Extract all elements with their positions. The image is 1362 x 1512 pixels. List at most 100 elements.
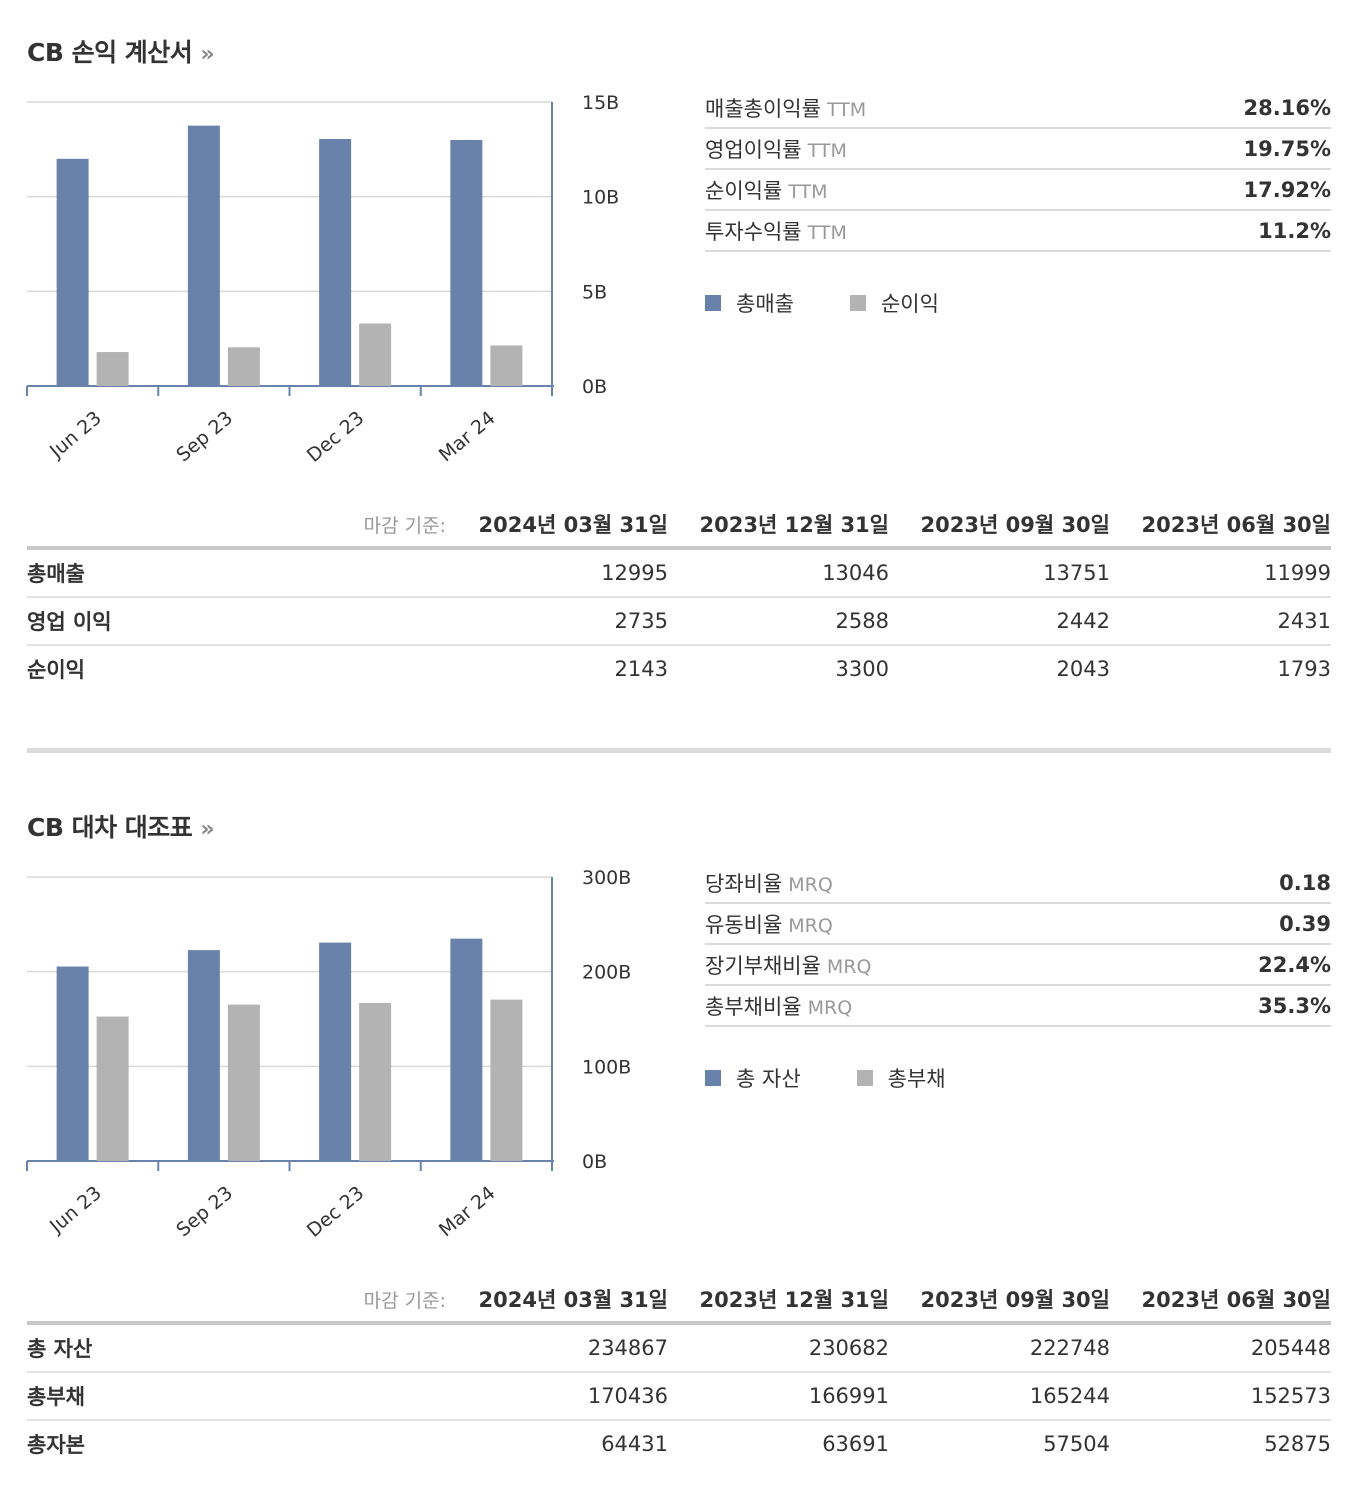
table-header: 2024년 03월 31일 xyxy=(478,1288,668,1312)
cell: 13046 xyxy=(822,561,889,585)
ratio-suffix: TTM xyxy=(788,180,828,203)
x-tick-label: Mar 24 xyxy=(435,1182,500,1241)
table-row: 총부채 170436 166991 165244 152573 xyxy=(27,1373,1331,1421)
cell: 2588 xyxy=(835,609,889,633)
bar xyxy=(490,345,523,386)
ratio-name: 유동비율 xyxy=(705,912,783,937)
ratio-value: 35.3% xyxy=(1258,993,1331,1018)
legend-swatch xyxy=(849,295,866,311)
bar xyxy=(187,125,220,386)
table-date-label: 마감 기준: xyxy=(363,1289,446,1312)
legend-item-net-income: 순이익 xyxy=(849,288,939,318)
ratio-suffix: TTM xyxy=(826,98,867,121)
y-tick-label: 15B xyxy=(582,92,619,114)
ratio-suffix: MRQ xyxy=(826,955,872,978)
income-title-link[interactable]: CB 손익 계산서 » xyxy=(27,33,215,69)
balance-ratio-list: 당좌비율 MRQ 0.18 유동비율 MRQ 0.39 장기부채비율 MRQ 22.4… xyxy=(705,863,1331,1027)
balance-bar-chart: 0B 100B 200B 300B Jun 23 Sep 23 Dec 23 Mar 24 xyxy=(26,867,631,1242)
ratio-suffix: MRQ xyxy=(807,996,853,1019)
bar xyxy=(359,323,392,386)
ratio-row: 장기부채비율 MRQ 22.4% xyxy=(705,945,1331,986)
legend-label: 총매출 xyxy=(736,292,794,316)
cell: 52875 xyxy=(1264,1432,1331,1456)
cell: 57504 xyxy=(1043,1432,1110,1456)
table-header: 2023년 12월 31일 xyxy=(699,1288,889,1312)
y-tick-label: 100B xyxy=(582,1056,631,1078)
table-header-row: 마감 기준: 2024년 03월 31일 2023년 12월 31일 2023년… xyxy=(27,502,1331,550)
table-header: 2023년 06월 30일 xyxy=(1141,1288,1331,1312)
row-name: 총자본 xyxy=(27,1433,85,1457)
ratio-row: 당좌비율 MRQ 0.18 xyxy=(705,863,1331,904)
y-tick-label: 0B xyxy=(582,1151,607,1173)
ratio-value: 28.16% xyxy=(1243,95,1331,120)
table-row: 총자본 64431 63691 57504 52875 xyxy=(27,1421,1331,1467)
legend-item-revenue: 총매출 xyxy=(705,288,794,318)
bar xyxy=(450,938,483,1161)
ratio-suffix: TTM xyxy=(807,221,847,244)
ratio-suffix: TTM xyxy=(807,139,847,162)
cell: 12995 xyxy=(601,561,668,585)
y-tick-label: 200B xyxy=(582,962,631,984)
bar xyxy=(96,352,129,386)
cell: 1793 xyxy=(1277,657,1331,681)
ratio-name: 매출총이익률 xyxy=(705,96,821,121)
bar xyxy=(490,999,523,1161)
legend-label: 총 자산 xyxy=(736,1067,801,1091)
ratio-suffix: MRQ xyxy=(788,873,833,896)
y-tick-label: 5B xyxy=(582,281,607,303)
legend-swatch xyxy=(856,1070,873,1086)
ratio-name: 당좌비율 xyxy=(705,871,783,896)
table-row: 영업 이익 2735 2588 2442 2431 xyxy=(27,598,1331,646)
y-tick-label: 10B xyxy=(582,187,619,209)
bar xyxy=(227,1004,260,1161)
ratio-row: 투자수익률 TTM 11.2% xyxy=(705,211,1331,252)
bar xyxy=(227,347,260,386)
income-title: CB 손익 계산서 xyxy=(27,38,193,67)
income-table: 마감 기준: 2024년 03월 31일 2023년 12월 31일 2023년… xyxy=(27,502,1331,692)
row-name: 영업 이익 xyxy=(27,610,112,634)
table-date-label: 마감 기준: xyxy=(363,514,446,537)
row-name: 총부채 xyxy=(27,1385,85,1409)
ratio-value: 17.92% xyxy=(1243,177,1331,202)
table-header: 2023년 12월 31일 xyxy=(699,513,889,537)
legend-item-total-liabilities: 총부채 xyxy=(856,1063,946,1093)
cell: 205448 xyxy=(1250,1336,1331,1360)
bar xyxy=(319,138,352,386)
cell: 170436 xyxy=(587,1384,668,1408)
cell: 234867 xyxy=(587,1336,668,1360)
ratio-name: 순이익률 xyxy=(705,178,783,203)
cell: 230682 xyxy=(808,1336,889,1360)
cell: 2431 xyxy=(1277,609,1331,633)
cell: 165244 xyxy=(1029,1384,1110,1408)
ratio-name: 투자수익률 xyxy=(705,219,802,244)
ratio-value: 0.18 xyxy=(1279,870,1331,895)
table-row: 순이익 2143 3300 2043 1793 xyxy=(27,646,1331,692)
legend-swatch xyxy=(705,295,721,311)
bar xyxy=(319,942,352,1161)
ratio-name: 영업이익률 xyxy=(705,137,802,162)
x-tick-label: Dec 23 xyxy=(303,1182,368,1242)
cell: 64431 xyxy=(601,1432,668,1456)
cell: 222748 xyxy=(1029,1336,1110,1360)
table-header: 2023년 09월 30일 xyxy=(920,513,1110,537)
ratio-row: 순이익률 TTM 17.92% xyxy=(705,170,1331,211)
table-header: 2023년 09월 30일 xyxy=(920,1288,1110,1312)
cell: 166991 xyxy=(808,1384,889,1408)
row-name: 순이익 xyxy=(27,658,85,682)
cell: 3300 xyxy=(835,657,889,681)
ratio-row: 영업이익률 TTM 19.75% xyxy=(705,129,1331,170)
bar xyxy=(450,139,483,386)
double-chevron-right-icon: » xyxy=(200,817,215,842)
balance-title-link[interactable]: CB 대차 대조표 » xyxy=(27,808,215,844)
balance-title: CB 대차 대조표 xyxy=(27,813,193,842)
income-ratio-list: 매출총이익률 TTM 28.16% 영업이익률 TTM 19.75% 순이익률 TTM… xyxy=(705,88,1331,252)
ratio-row: 매출총이익률 TTM 28.16% xyxy=(705,88,1331,129)
x-tick-label: Sep 23 xyxy=(172,1182,237,1241)
ratio-value: 19.75% xyxy=(1243,136,1331,161)
bar xyxy=(56,158,89,386)
section-divider xyxy=(27,748,1331,753)
y-tick-label: 300B xyxy=(582,867,631,889)
bar xyxy=(96,1016,129,1161)
cell: 11999 xyxy=(1264,561,1331,585)
bar xyxy=(187,950,220,1161)
